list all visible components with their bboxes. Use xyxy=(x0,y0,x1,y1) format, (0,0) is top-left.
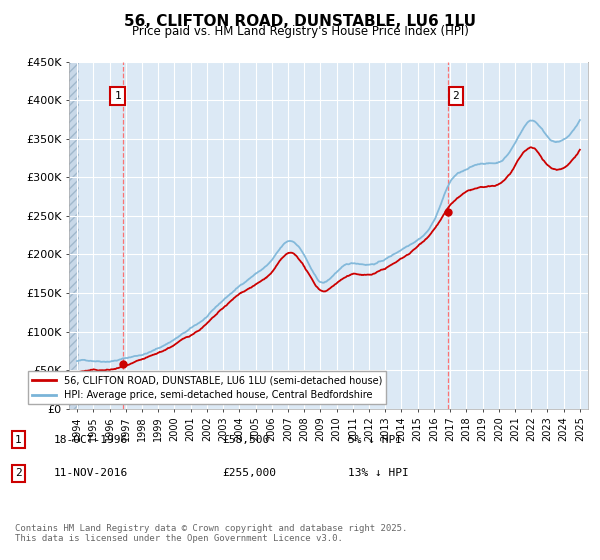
Text: 2: 2 xyxy=(452,91,459,101)
Bar xyxy=(69,62,79,409)
Text: Price paid vs. HM Land Registry's House Price Index (HPI): Price paid vs. HM Land Registry's House … xyxy=(131,25,469,38)
Text: 1: 1 xyxy=(15,435,22,445)
Text: £58,500: £58,500 xyxy=(222,435,269,445)
Text: 2: 2 xyxy=(15,468,22,478)
Text: 11-NOV-2016: 11-NOV-2016 xyxy=(54,468,128,478)
Text: 13% ↓ HPI: 13% ↓ HPI xyxy=(348,468,409,478)
Text: 18-OCT-1996: 18-OCT-1996 xyxy=(54,435,128,445)
Text: 56, CLIFTON ROAD, DUNSTABLE, LU6 1LU: 56, CLIFTON ROAD, DUNSTABLE, LU6 1LU xyxy=(124,14,476,29)
Text: Contains HM Land Registry data © Crown copyright and database right 2025.
This d: Contains HM Land Registry data © Crown c… xyxy=(15,524,407,543)
Legend: 56, CLIFTON ROAD, DUNSTABLE, LU6 1LU (semi-detached house), HPI: Average price, : 56, CLIFTON ROAD, DUNSTABLE, LU6 1LU (se… xyxy=(28,371,386,404)
Text: 1: 1 xyxy=(114,91,121,101)
Text: £255,000: £255,000 xyxy=(222,468,276,478)
Text: 5% ↓ HPI: 5% ↓ HPI xyxy=(348,435,402,445)
